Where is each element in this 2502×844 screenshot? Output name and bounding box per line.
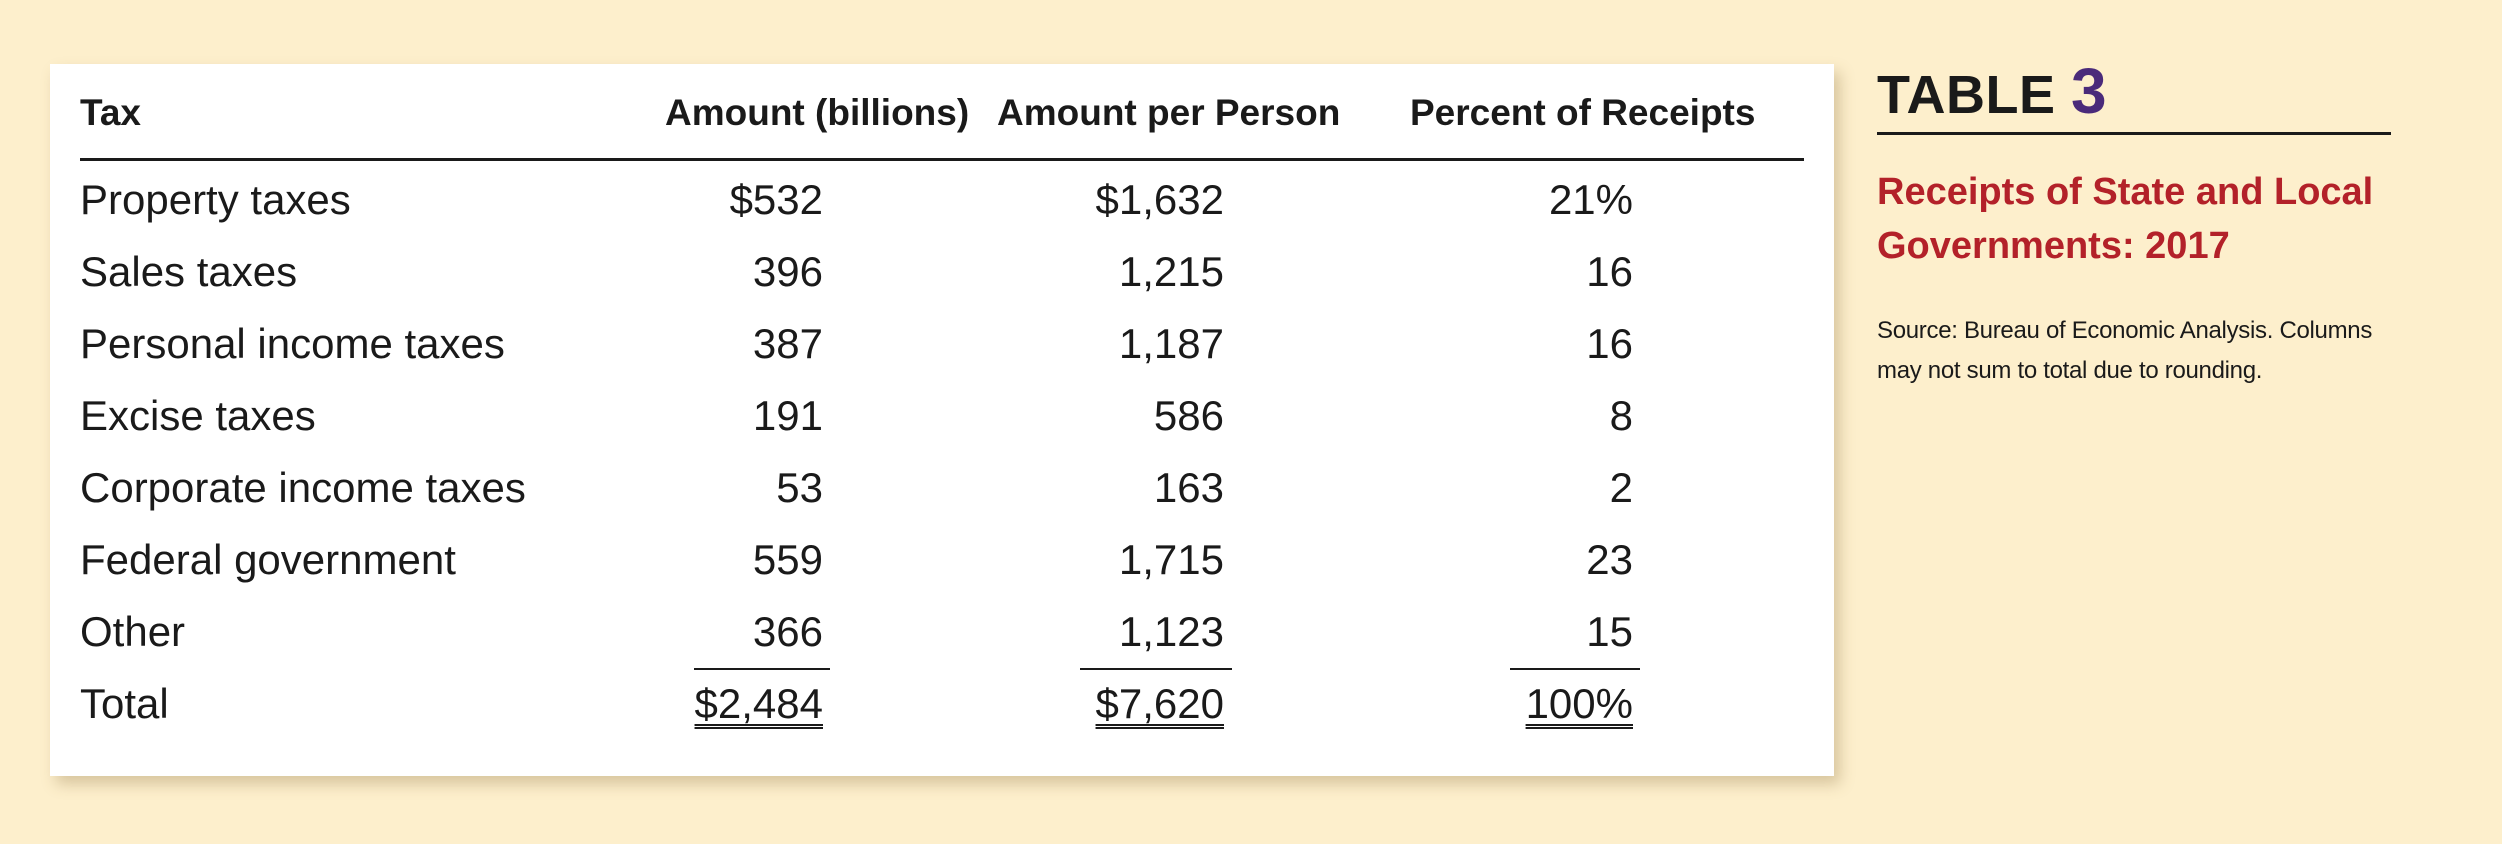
header-tax: Tax — [80, 92, 142, 133]
total-amount: $2,484 — [694, 680, 823, 727]
row-per-person: 586 — [1153, 392, 1224, 439]
row-amount: 53 — [776, 464, 823, 511]
row-per-person: $1,632 — [1095, 176, 1224, 223]
row-amount: 191 — [752, 392, 823, 439]
header-per-person: Amount per Person — [997, 92, 1341, 133]
row-tax: Excise taxes — [80, 392, 316, 439]
subtotal-rule-percent — [1510, 668, 1640, 670]
row-tax: Other — [80, 608, 186, 655]
subtotal-rule-amount — [694, 668, 830, 670]
table-number: 3 — [2071, 55, 2108, 127]
row-amount: 366 — [752, 608, 823, 655]
table-header-row: Tax Amount (billions) Amount per Person … — [80, 92, 1804, 150]
row-per-person: 163 — [1153, 464, 1224, 511]
row-percent: 21% — [1548, 176, 1633, 223]
table-caption: TABLE 3 Receipts of State and Local Gove… — [1877, 56, 2391, 391]
table-row: Property taxes $532 $1,632 21% — [80, 176, 1804, 248]
row-per-person: 1,187 — [1118, 320, 1224, 367]
table-total-row: Total $2,484 $7,620 100% — [80, 680, 1804, 752]
total-label: Total — [80, 680, 169, 727]
row-percent: 16 — [1586, 248, 1633, 295]
row-tax: Federal government — [80, 536, 456, 583]
table-row: Excise taxes 191 586 8 — [80, 392, 1804, 464]
table-label: TABLE 3 — [1877, 56, 2391, 126]
total-percent: 100% — [1525, 680, 1633, 727]
row-percent: 16 — [1586, 320, 1633, 367]
caption-rule — [1877, 132, 2391, 135]
header-amount: Amount (billions) — [665, 92, 970, 133]
total-per-person: $7,620 — [1095, 680, 1224, 727]
row-percent: 2 — [1609, 464, 1633, 511]
table-row: Federal government 559 1,715 23 — [80, 536, 1804, 608]
table-row: Personal income taxes 387 1,187 16 — [80, 320, 1804, 392]
row-amount: 387 — [752, 320, 823, 367]
header-percent: Percent of Receipts — [1410, 92, 1756, 133]
table-row: Corporate income taxes 53 163 2 — [80, 464, 1804, 536]
table-row: Other 366 1,123 15 — [80, 608, 1804, 680]
row-tax: Sales taxes — [80, 248, 298, 295]
header-rule — [80, 158, 1804, 161]
table-title: Receipts of State and Local Governments:… — [1877, 171, 2374, 267]
row-amount: 559 — [752, 536, 823, 583]
row-per-person: 1,715 — [1118, 536, 1224, 583]
row-tax: Corporate income taxes — [80, 464, 526, 511]
row-percent: 8 — [1609, 392, 1633, 439]
row-percent: 15 — [1586, 608, 1633, 655]
row-per-person: 1,215 — [1118, 248, 1224, 295]
row-percent: 23 — [1586, 536, 1633, 583]
receipts-table: Tax Amount (billions) Amount per Person … — [50, 64, 1834, 776]
row-per-person: 1,123 — [1118, 608, 1224, 655]
subtotal-rule-per-person — [1080, 668, 1232, 670]
source-note: Source: Bureau of Economic Analysis. Col… — [1877, 317, 2373, 384]
table-label-word: TABLE — [1877, 65, 2056, 125]
row-amount: $532 — [729, 176, 823, 223]
table-row: Sales taxes 396 1,215 16 — [80, 248, 1804, 320]
row-tax: Personal income taxes — [80, 320, 505, 367]
row-amount: 396 — [752, 248, 823, 295]
row-tax: Property taxes — [80, 176, 351, 223]
